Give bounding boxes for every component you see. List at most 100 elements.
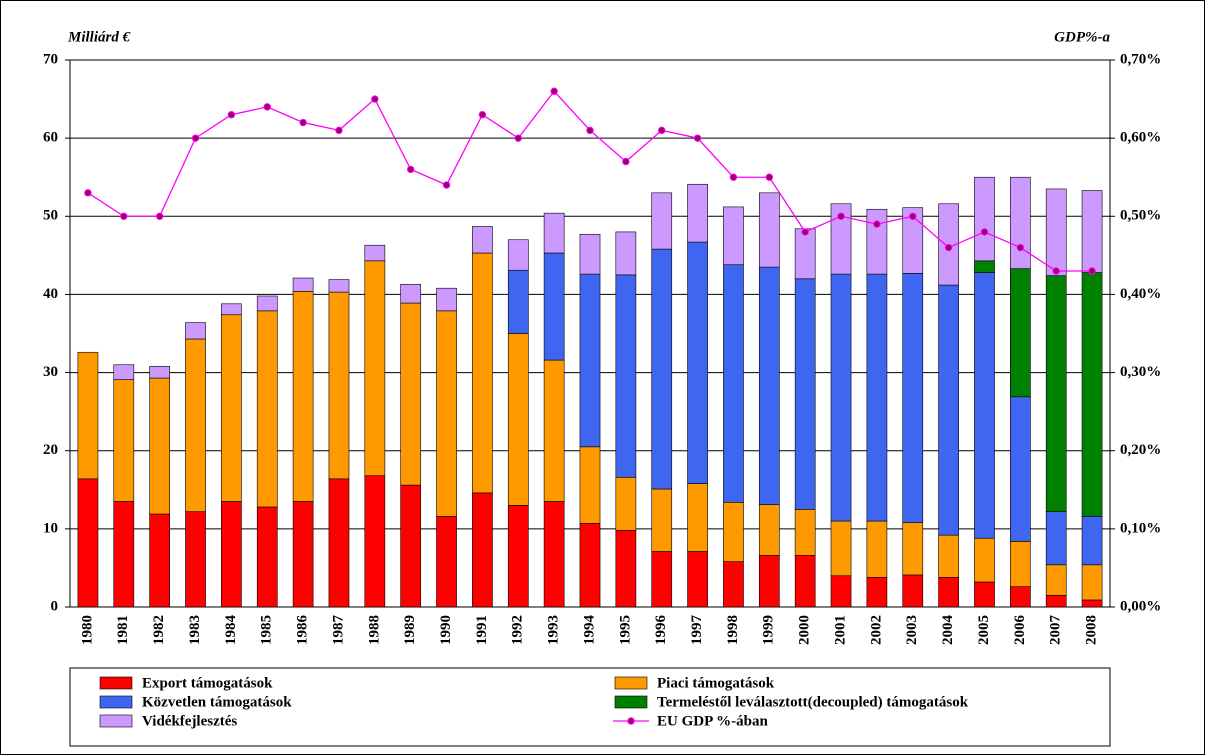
gdp-marker [263, 103, 271, 111]
legend-label: Vidékfejlesztés [142, 713, 237, 729]
bar-segment [328, 291, 350, 480]
gdp-marker [227, 111, 236, 119]
bar-segment [830, 203, 852, 275]
y2-tick-label: 0,50% [1120, 208, 1161, 224]
bar-segment [794, 228, 816, 280]
gdp-marker [514, 134, 522, 142]
gdp-marker [406, 165, 415, 174]
x-tick-label: 1980 [79, 615, 95, 645]
bar-segment [1081, 516, 1103, 566]
bar-segment [185, 322, 206, 340]
bar-segment [77, 478, 99, 608]
bar-segment [974, 537, 995, 583]
bar-segment [1081, 599, 1103, 608]
y-tick-label: 0 [51, 598, 59, 614]
legend-label: Termeléstől leválasztott(decoupled) támo… [657, 694, 969, 710]
gdp-marker [944, 243, 953, 252]
bar-segment [579, 446, 601, 524]
bar-segment [507, 269, 529, 334]
x-tick-label: 1987 [330, 615, 346, 646]
bar-segment [651, 551, 673, 608]
x-tick-label: 1991 [474, 615, 490, 645]
legend-swatch [614, 695, 648, 709]
legend-label: Piaci támogatások [657, 675, 775, 691]
x-tick-label: 1993 [546, 615, 562, 645]
gdp-marker [1052, 267, 1060, 275]
gdp-marker [586, 126, 594, 135]
bar-segment [974, 581, 995, 608]
bar-segment [579, 273, 601, 448]
bar-segment [149, 513, 170, 608]
bar-segment [1045, 564, 1067, 596]
bar-segment [185, 511, 206, 608]
bar-segment [579, 233, 601, 275]
y2-tick-label: 0,60% [1120, 130, 1161, 146]
x-tick-label: 2005 [976, 615, 992, 645]
legend [69, 667, 1111, 747]
bar-segment [938, 534, 959, 578]
y-tick-label: 40 [43, 286, 58, 302]
y2-tick-label: 0,00% [1120, 598, 1161, 614]
legend-label: Export támogatások [142, 675, 273, 691]
bar-segment [292, 277, 314, 292]
x-tick-label: 2000 [797, 615, 813, 645]
bar-segment [830, 575, 852, 608]
x-tick-label: 2003 [904, 615, 920, 645]
bar-segment [974, 176, 995, 262]
gdp-marker [873, 220, 881, 228]
bar-segment [758, 555, 780, 608]
bar-segment [723, 264, 744, 503]
bar-segment [1010, 268, 1031, 398]
gdp-marker [191, 134, 200, 142]
gdp-marker [693, 134, 702, 142]
bar-segment [830, 520, 852, 577]
bar-segment [1010, 396, 1031, 542]
bar-segment [687, 241, 708, 484]
bar-segment [292, 291, 314, 502]
y2-axis-label: GDP%-a [1054, 29, 1110, 45]
bar-segment [436, 287, 457, 312]
bar-segment [400, 302, 422, 486]
legend-label: EU GDP %-ában [657, 713, 769, 729]
bar-segment [507, 505, 529, 608]
bar-segment [794, 555, 816, 608]
bar-segment [364, 475, 386, 608]
legend-swatch [99, 695, 133, 709]
bar-segment [436, 516, 457, 608]
bar-segment [256, 310, 278, 508]
bar-segment [543, 501, 565, 608]
bar-segment [543, 252, 565, 361]
legend-swatch [99, 714, 133, 728]
bar-segment [113, 379, 135, 502]
x-tick-label: 1988 [366, 615, 382, 645]
bar-segment [543, 359, 565, 502]
bar-segment [472, 252, 493, 494]
bar-segment [364, 244, 386, 262]
gdp-marker [658, 126, 666, 135]
x-tick-label: 1997 [689, 615, 705, 646]
y-tick-label: 60 [43, 130, 58, 146]
gdp-marker [299, 118, 307, 127]
y-tick-label: 30 [43, 364, 58, 380]
gdp-marker [980, 228, 989, 236]
bar-segment [1045, 511, 1067, 566]
bar-segment [758, 504, 780, 556]
x-tick-label: 2002 [868, 615, 884, 645]
y2-tick-label: 0,20% [1120, 442, 1161, 458]
bar-segment [723, 501, 744, 562]
bar-segment [723, 561, 744, 608]
gdp-marker [837, 212, 845, 220]
gdp-marker [120, 212, 128, 220]
bar-segment [400, 484, 422, 608]
bar-segment [1045, 594, 1067, 608]
legend-swatch [99, 676, 133, 690]
bar-segment [615, 530, 637, 608]
bar-segment [436, 310, 457, 517]
x-tick-label: 1994 [581, 615, 597, 646]
bar-segment [1081, 272, 1103, 517]
x-tick-label: 1989 [402, 615, 418, 645]
x-tick-label: 1981 [115, 615, 131, 645]
bar-segment [364, 260, 386, 477]
bar-segment [758, 192, 780, 268]
